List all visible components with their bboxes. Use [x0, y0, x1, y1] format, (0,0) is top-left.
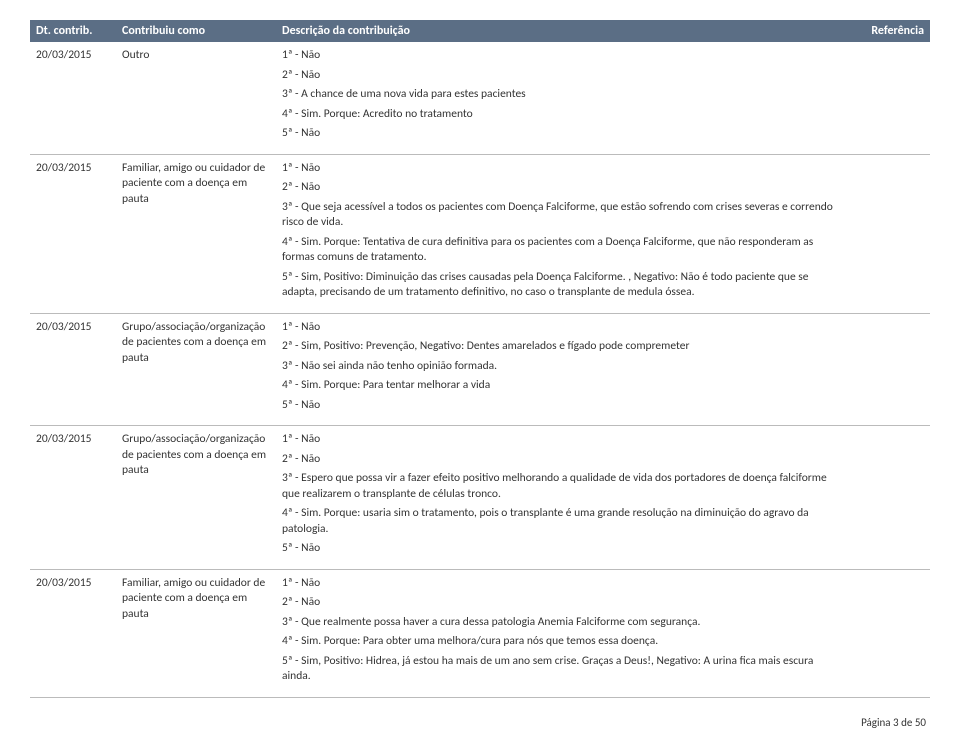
cell-ref — [844, 576, 924, 689]
answer-line: 5ª - Sim, Positivo: Diminuição das crise… — [282, 270, 844, 301]
table-row: 20/03/2015 Grupo/associação/organização … — [30, 314, 930, 427]
cell-desc: 1ª - Não 2ª - Não 3ª - A chance de uma n… — [276, 48, 844, 146]
table-row: 20/03/2015 Outro 1ª - Não 2ª - Não 3ª - … — [30, 42, 930, 155]
answer-line: 2ª - Não — [282, 68, 844, 84]
page-footer: Página 3 de 50 — [30, 716, 930, 729]
cell-ref — [844, 432, 924, 561]
answer-line: 3ª - Que realmente possa haver a cura de… — [282, 615, 844, 631]
answer-line: 3ª - A chance de uma nova vida para este… — [282, 87, 844, 103]
answer-line: 5ª - Não — [282, 398, 844, 414]
cell-contrib: Grupo/associação/organização de paciente… — [116, 320, 276, 418]
table-row: 20/03/2015 Grupo/associação/organização … — [30, 426, 930, 570]
cell-contrib: Grupo/associação/organização de paciente… — [116, 432, 276, 561]
answer-line: 4ª - Sim. Porque: Acredito no tratamento — [282, 107, 844, 123]
answer-line: 1ª - Não — [282, 576, 844, 592]
cell-desc: 1ª - Não 2ª - Não 3ª - Espero que possa … — [276, 432, 844, 561]
answer-line: 4ª - Sim. Porque: Para tentar melhorar a… — [282, 378, 844, 394]
answer-line: 1ª - Não — [282, 320, 844, 336]
answer-line: 5ª - Não — [282, 541, 844, 557]
table-row: 20/03/2015 Familiar, amigo ou cuidador d… — [30, 570, 930, 698]
answer-line: 2ª - Não — [282, 452, 844, 468]
cell-contrib: Familiar, amigo ou cuidador de paciente … — [116, 161, 276, 305]
answer-line: 2ª - Sim, Positivo: Prevenção, Negativo:… — [282, 339, 844, 355]
answer-line: 3ª - Não sei ainda não tenho opinião for… — [282, 359, 844, 375]
cell-date: 20/03/2015 — [36, 432, 116, 561]
header-contrib: Contribuiu como — [116, 24, 276, 38]
cell-ref — [844, 48, 924, 146]
cell-ref — [844, 161, 924, 305]
cell-date: 20/03/2015 — [36, 161, 116, 305]
cell-desc: 1ª - Não 2ª - Não 3ª - Que realmente pos… — [276, 576, 844, 689]
cell-contrib: Familiar, amigo ou cuidador de paciente … — [116, 576, 276, 689]
header-desc: Descrição da contribuição — [276, 24, 844, 38]
answer-line: 5ª - Não — [282, 126, 844, 142]
answer-line: 3ª - Que seja acessível a todos os pacie… — [282, 200, 844, 231]
answer-line: 4ª - Sim. Porque: Para obter uma melhora… — [282, 634, 844, 650]
answer-line: 5ª - Sim, Positivo: Hidrea, já estou ha … — [282, 654, 844, 685]
cell-date: 20/03/2015 — [36, 48, 116, 146]
cell-ref — [844, 320, 924, 418]
answer-line: 1ª - Não — [282, 48, 844, 64]
table-header: Dt. contrib. Contribuiu como Descrição d… — [30, 20, 930, 42]
answer-line: 4ª - Sim. Porque: usaria sim o tratament… — [282, 506, 844, 537]
answer-line: 1ª - Não — [282, 432, 844, 448]
cell-desc: 1ª - Não 2ª - Não 3ª - Que seja acessíve… — [276, 161, 844, 305]
answer-line: 1ª - Não — [282, 161, 844, 177]
cell-desc: 1ª - Não 2ª - Sim, Positivo: Prevenção, … — [276, 320, 844, 418]
cell-date: 20/03/2015 — [36, 576, 116, 689]
table-row: 20/03/2015 Familiar, amigo ou cuidador d… — [30, 155, 930, 314]
answer-line: 2ª - Não — [282, 180, 844, 196]
answer-line: 3ª - Espero que possa vir a fazer efeito… — [282, 471, 844, 502]
header-ref: Referência — [844, 24, 924, 38]
header-date: Dt. contrib. — [36, 24, 116, 38]
answer-line: 2ª - Não — [282, 595, 844, 611]
cell-date: 20/03/2015 — [36, 320, 116, 418]
answer-line: 4ª - Sim. Porque: Tentativa de cura defi… — [282, 235, 844, 266]
cell-contrib: Outro — [116, 48, 276, 146]
